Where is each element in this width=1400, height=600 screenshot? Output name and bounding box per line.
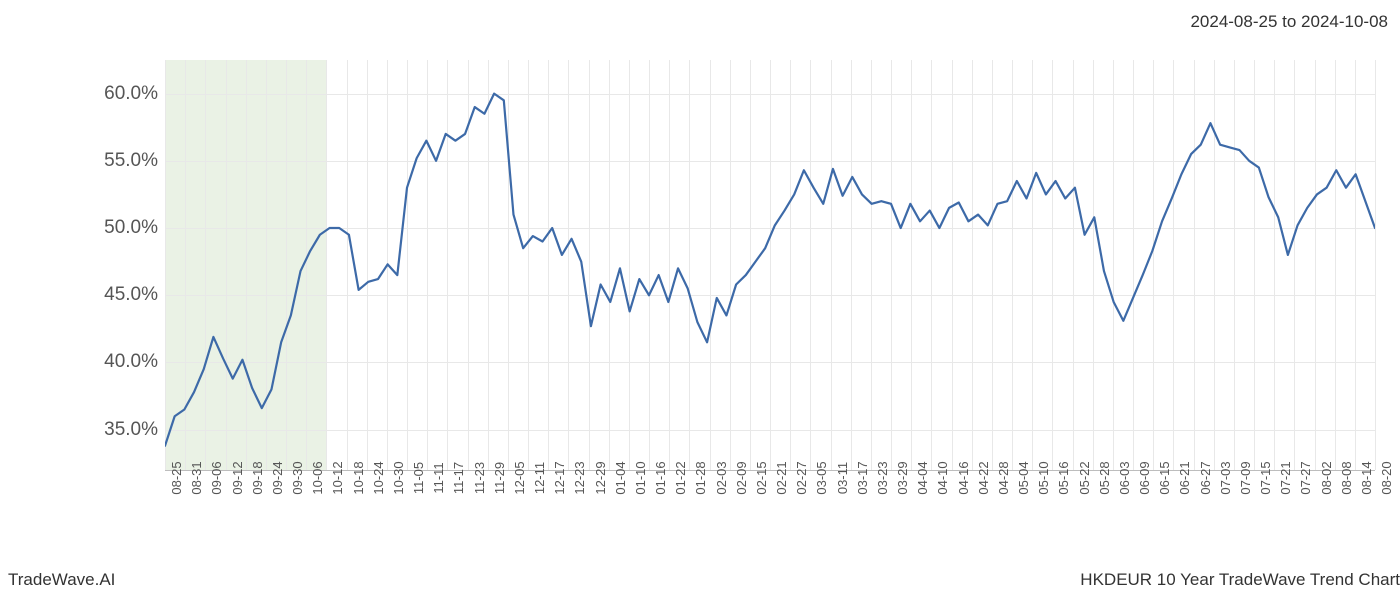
x-tick-label: 04-16 bbox=[956, 461, 971, 494]
x-tick-label: 09-18 bbox=[250, 461, 265, 494]
y-tick-label: 55.0% bbox=[104, 150, 158, 172]
x-tick-label: 03-17 bbox=[855, 461, 870, 494]
line-series bbox=[165, 94, 1375, 446]
x-tick-label: 03-05 bbox=[814, 461, 829, 494]
x-tick-label: 10-24 bbox=[371, 461, 386, 494]
x-tick-label: 02-09 bbox=[734, 461, 749, 494]
x-tick-label: 02-15 bbox=[754, 461, 769, 494]
x-tick-label: 11-17 bbox=[451, 462, 466, 494]
y-tick-label: 35.0% bbox=[104, 419, 158, 441]
y-tick-label: 45.0% bbox=[104, 284, 158, 306]
x-tick-label: 07-21 bbox=[1278, 461, 1293, 494]
line-series-svg bbox=[165, 60, 1375, 470]
brand-label: TradeWave.AI bbox=[8, 570, 115, 590]
x-tick-label: 10-06 bbox=[310, 461, 325, 494]
x-tick-label: 11-23 bbox=[472, 462, 487, 494]
x-tick-label: 11-29 bbox=[492, 462, 507, 494]
x-tick-label: 05-28 bbox=[1097, 461, 1112, 494]
x-tick-label: 06-27 bbox=[1198, 461, 1213, 494]
x-tick-label: 06-15 bbox=[1157, 461, 1172, 494]
x-tick-label: 12-05 bbox=[512, 461, 527, 494]
x-tick-label: 12-17 bbox=[552, 461, 567, 494]
x-tick-label: 08-25 bbox=[169, 461, 184, 494]
x-tick-label: 08-14 bbox=[1359, 461, 1374, 494]
x-tick-label: 02-27 bbox=[794, 461, 809, 494]
x-tick-label: 04-04 bbox=[915, 461, 930, 494]
x-tick-label: 12-23 bbox=[572, 461, 587, 494]
x-tick-label: 08-31 bbox=[189, 461, 204, 494]
x-tick-label: 01-22 bbox=[673, 461, 688, 494]
x-tick-label: 03-23 bbox=[875, 461, 890, 494]
x-tick-label: 06-21 bbox=[1177, 461, 1192, 494]
x-tick-label: 05-22 bbox=[1077, 461, 1092, 494]
x-tick-label: 01-10 bbox=[633, 461, 648, 494]
x-tick-label: 01-16 bbox=[653, 461, 668, 494]
x-tick-label: 07-27 bbox=[1298, 461, 1313, 494]
x-tick-label: 11-11 bbox=[431, 462, 446, 493]
y-tick-label: 40.0% bbox=[104, 351, 158, 373]
x-tick-label: 03-11 bbox=[835, 462, 850, 494]
x-tick-label: 06-09 bbox=[1137, 461, 1152, 494]
x-tick-label: 07-09 bbox=[1238, 461, 1253, 494]
y-tick-label: 60.0% bbox=[104, 83, 158, 105]
x-tick-label: 04-10 bbox=[935, 461, 950, 494]
x-tick-label: 06-03 bbox=[1117, 461, 1132, 494]
x-tick-label: 01-04 bbox=[613, 461, 628, 494]
x-tick-label: 08-08 bbox=[1339, 461, 1354, 494]
x-tick-label: 09-12 bbox=[230, 461, 245, 494]
x-tick-label: 08-20 bbox=[1379, 461, 1394, 494]
x-tick-label: 02-03 bbox=[714, 461, 729, 494]
x-tick-label: 05-16 bbox=[1056, 461, 1071, 494]
x-tick-label: 10-18 bbox=[351, 461, 366, 494]
x-tick-label: 04-28 bbox=[996, 461, 1011, 494]
chart-title: HKDEUR 10 Year TradeWave Trend Chart bbox=[1080, 570, 1400, 590]
x-tick-label: 04-22 bbox=[976, 461, 991, 494]
x-tick-label: 09-24 bbox=[270, 461, 285, 494]
x-tick-label: 12-11 bbox=[532, 462, 547, 494]
x-tick-label: 01-28 bbox=[693, 461, 708, 494]
x-tick-label: 12-29 bbox=[593, 461, 608, 494]
y-tick-label: 50.0% bbox=[104, 217, 158, 239]
x-tick-label: 09-30 bbox=[290, 461, 305, 494]
x-tick-label: 09-06 bbox=[209, 461, 224, 494]
x-tick-label: 07-15 bbox=[1258, 461, 1273, 494]
x-tick-label: 11-05 bbox=[411, 462, 426, 494]
x-tick-label: 08-02 bbox=[1319, 461, 1334, 494]
x-tick-label: 05-10 bbox=[1036, 461, 1051, 494]
x-tick-label: 10-12 bbox=[330, 461, 345, 494]
x-tick-label: 02-21 bbox=[774, 461, 789, 494]
grid-v bbox=[1375, 60, 1376, 470]
x-tick-label: 10-30 bbox=[391, 461, 406, 494]
x-tick-label: 05-04 bbox=[1016, 461, 1031, 494]
x-tick-label: 07-03 bbox=[1218, 461, 1233, 494]
chart-plot-area bbox=[165, 60, 1375, 470]
x-axis-spine bbox=[165, 470, 1375, 471]
x-tick-label: 03-29 bbox=[895, 461, 910, 494]
date-range-label: 2024-08-25 to 2024-10-08 bbox=[1190, 12, 1388, 32]
